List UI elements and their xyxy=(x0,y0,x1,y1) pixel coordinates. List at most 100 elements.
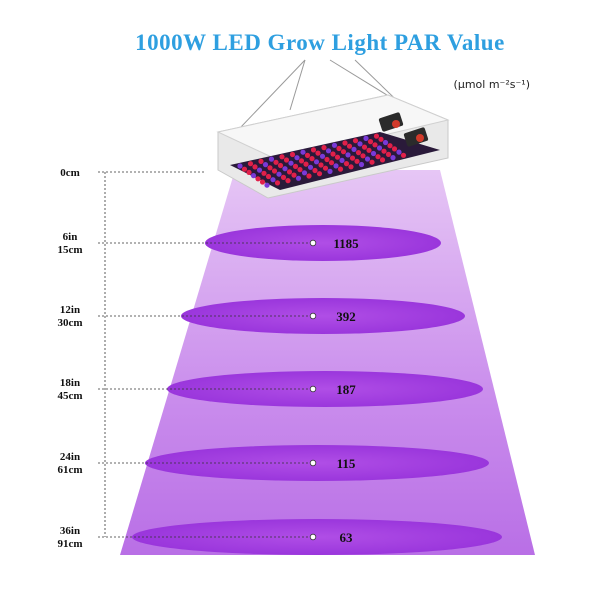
led-dot xyxy=(391,146,398,152)
led-dot xyxy=(370,150,377,157)
led-dot xyxy=(363,135,369,141)
led-dot xyxy=(256,167,263,173)
led-dot xyxy=(351,146,357,152)
led-dot xyxy=(307,164,314,170)
led-dot xyxy=(321,145,327,151)
led-dot xyxy=(282,166,288,172)
led-dot xyxy=(292,163,299,169)
par-value: 392 xyxy=(336,309,356,324)
led-dot xyxy=(285,178,291,184)
led-dot xyxy=(358,161,365,168)
led-dot xyxy=(264,182,270,188)
led-dot xyxy=(261,170,267,176)
value-marker xyxy=(309,385,317,393)
led-dot xyxy=(298,158,305,164)
led-dot xyxy=(250,173,257,179)
value-marker xyxy=(309,312,317,320)
distance-inches: 36in xyxy=(60,525,80,537)
distance-inches: 18in xyxy=(60,377,80,389)
led-dot xyxy=(372,142,378,148)
value-marker xyxy=(309,239,317,247)
led-dot xyxy=(291,172,297,178)
led-dot xyxy=(277,162,284,169)
led-dot xyxy=(364,156,371,162)
led-dot xyxy=(271,168,278,174)
led-dot xyxy=(400,152,407,158)
led-dot xyxy=(318,162,324,168)
distance-cm: 15cm xyxy=(57,244,82,256)
value-marker xyxy=(309,459,317,467)
led-dot xyxy=(246,169,252,175)
level-0: 0cm xyxy=(60,167,205,537)
par-ellipse xyxy=(181,298,465,334)
led-dot xyxy=(306,173,312,179)
led-dot xyxy=(360,153,366,159)
led-dot xyxy=(381,148,387,154)
distance-cm: 61cm xyxy=(57,464,82,476)
led-dot xyxy=(289,151,296,158)
led-dot xyxy=(283,157,290,163)
par-ellipse xyxy=(145,445,489,481)
led-dot xyxy=(252,164,258,170)
led-dot xyxy=(241,166,248,172)
led-dot xyxy=(378,136,384,142)
led-dot xyxy=(366,147,372,153)
distance-cm: 45cm xyxy=(57,390,82,402)
distance-cm: 0cm xyxy=(60,167,80,179)
distance-label: 0cm xyxy=(60,167,80,179)
led-dot xyxy=(376,145,383,151)
led-dot xyxy=(346,143,353,149)
led-dot xyxy=(331,142,338,148)
led-dot xyxy=(276,171,282,177)
led-dot xyxy=(340,149,347,155)
led-dot xyxy=(268,156,275,162)
led-dot xyxy=(361,144,368,150)
led-dot xyxy=(337,166,344,172)
led-dot xyxy=(247,161,254,167)
led-dot xyxy=(237,163,243,169)
led-dot xyxy=(333,163,339,169)
led-dot xyxy=(357,141,363,147)
led-dot xyxy=(255,176,261,182)
led-dot xyxy=(390,155,396,161)
par-value: 115 xyxy=(337,456,356,471)
led-dot xyxy=(342,140,348,146)
led-dot xyxy=(348,164,354,170)
led-dot xyxy=(297,167,303,173)
led-dot xyxy=(315,150,321,156)
par-value: 1185 xyxy=(333,236,359,251)
led-dot xyxy=(327,168,333,174)
page-title: 1000W LED Grow Light PAR Value xyxy=(135,30,505,55)
led-dot xyxy=(312,167,318,174)
led-dot xyxy=(265,173,272,180)
led-dot xyxy=(336,145,342,152)
led-dot xyxy=(295,175,302,181)
led-dot xyxy=(316,171,323,177)
led-dot xyxy=(387,143,393,149)
led-dot xyxy=(262,162,269,168)
led-dot xyxy=(352,138,359,144)
distance-cm: 30cm xyxy=(57,317,82,329)
led-dot xyxy=(309,156,315,162)
led-dot xyxy=(379,157,386,163)
led-dot xyxy=(325,148,332,154)
led-dot xyxy=(322,165,329,171)
led-dot xyxy=(280,174,287,180)
led-dot xyxy=(345,152,351,158)
led-dot xyxy=(319,153,326,159)
led-dot xyxy=(279,154,285,160)
par-ellipse xyxy=(167,371,483,407)
value-marker xyxy=(309,533,317,541)
par-value: 63 xyxy=(340,530,354,545)
led-dot xyxy=(354,158,360,164)
led-dot xyxy=(382,139,389,146)
led-dot xyxy=(258,158,264,164)
distance-inches: 24in xyxy=(60,451,80,463)
led-dot xyxy=(310,147,317,153)
distance-cm: 91cm xyxy=(57,538,82,550)
led-dot xyxy=(373,133,380,139)
